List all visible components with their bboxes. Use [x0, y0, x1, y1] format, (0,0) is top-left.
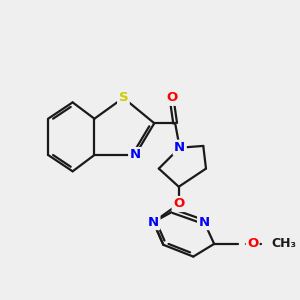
Text: S: S: [118, 91, 128, 104]
Text: N: N: [148, 216, 159, 229]
Text: O: O: [166, 91, 177, 104]
Text: O: O: [173, 197, 184, 211]
Text: CH₃: CH₃: [272, 237, 297, 250]
Text: O: O: [247, 237, 258, 250]
Text: N: N: [174, 141, 185, 154]
Text: N: N: [130, 148, 141, 161]
Text: N: N: [199, 216, 210, 229]
